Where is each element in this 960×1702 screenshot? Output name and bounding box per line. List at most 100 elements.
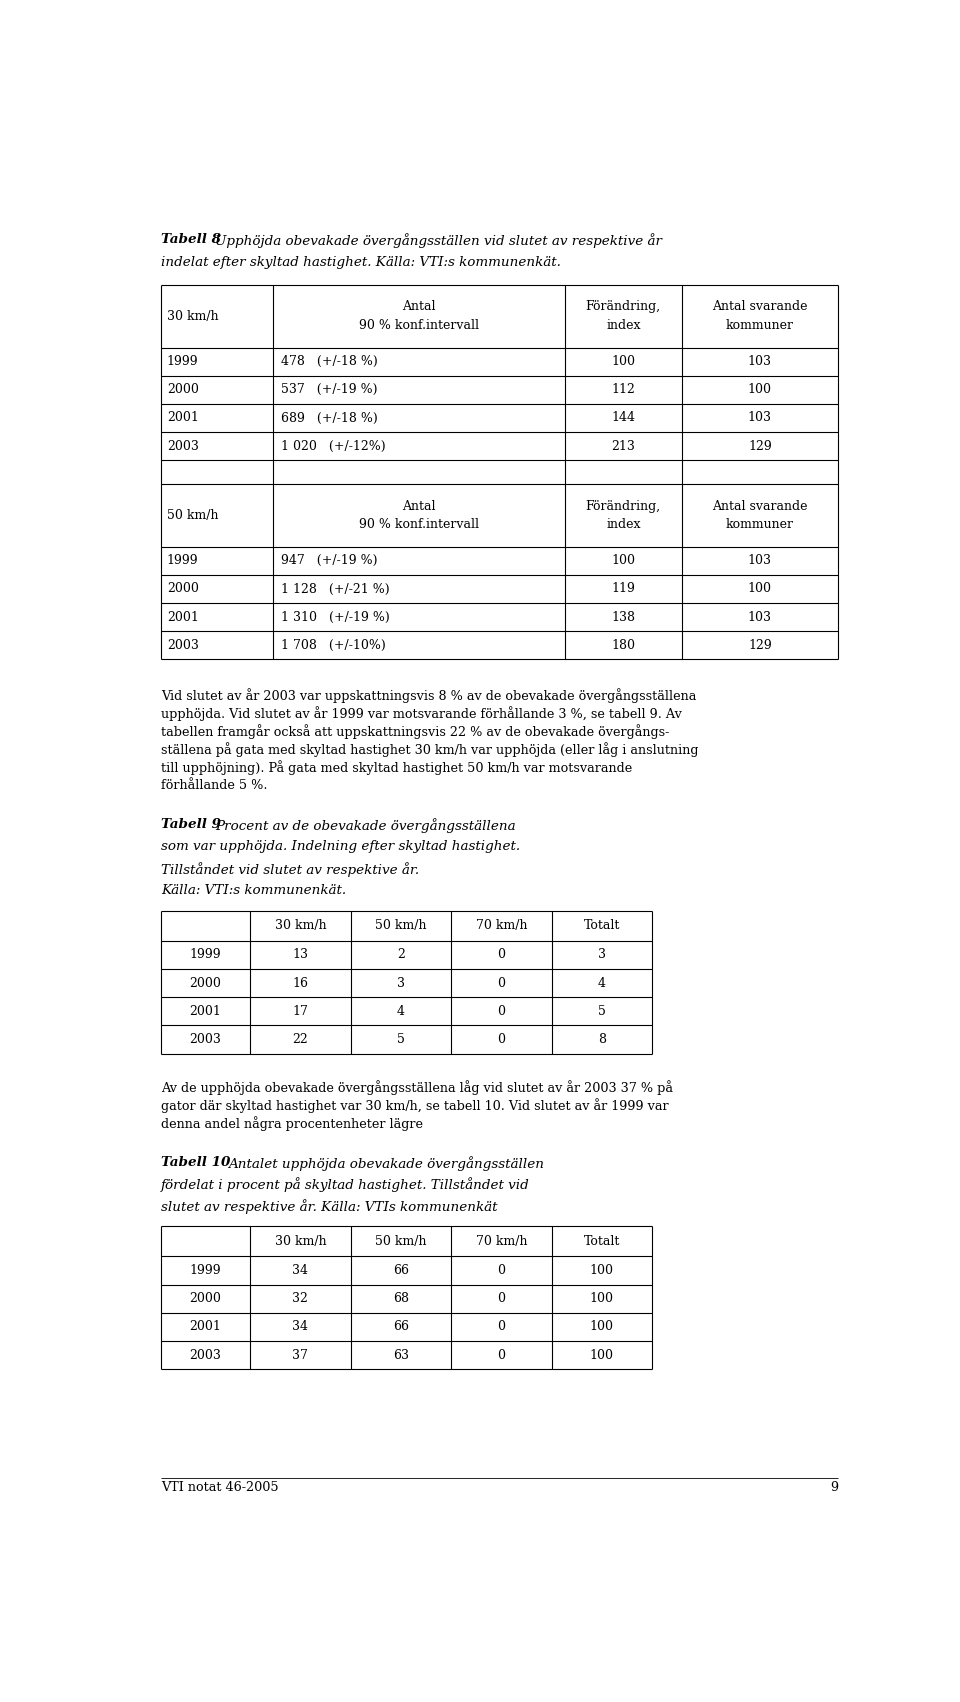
Text: 2000: 2000 [167,383,199,397]
Text: 0: 0 [497,977,505,989]
Text: 66: 66 [393,1321,409,1333]
Text: 144: 144 [612,412,636,424]
Text: 50 km/h: 50 km/h [375,1236,426,1248]
Text: 100: 100 [589,1321,613,1333]
Text: 66: 66 [393,1265,409,1276]
Text: 119: 119 [612,582,636,596]
Text: 2001: 2001 [190,1004,222,1018]
Text: 63: 63 [393,1348,409,1362]
Text: Antal: Antal [402,500,436,512]
Text: 9: 9 [829,1481,838,1494]
Text: 3: 3 [396,977,405,989]
Text: 34: 34 [293,1265,308,1276]
Text: 22: 22 [293,1033,308,1047]
Text: indelat efter skyltad hastighet. Källa: VTI:s kommunenkät.: indelat efter skyltad hastighet. Källa: … [161,255,561,269]
Text: 103: 103 [748,412,772,424]
Text: 50 km/h: 50 km/h [167,509,218,523]
Text: Av de upphöjda obevakade övergångsställena låg vid slutet av år 2003 37 % på: Av de upphöjda obevakade övergångsställe… [161,1079,673,1094]
Text: 37: 37 [293,1348,308,1362]
Text: 2000: 2000 [190,977,222,989]
Text: 90 % konf.intervall: 90 % konf.intervall [359,517,479,531]
Text: 4: 4 [598,977,606,989]
Text: kommuner: kommuner [726,517,794,531]
Text: 2001: 2001 [167,412,199,424]
Text: 0: 0 [497,1033,505,1047]
Text: 68: 68 [393,1292,409,1305]
Text: 0: 0 [497,1321,505,1333]
Text: index: index [606,318,640,332]
Text: Antal svarande: Antal svarande [712,500,807,512]
Text: 2: 2 [396,948,405,962]
Text: 34: 34 [293,1321,308,1333]
Text: 1 128   (+/-21 %): 1 128 (+/-21 %) [281,582,390,596]
Text: 0: 0 [497,1265,505,1276]
Text: Totalt: Totalt [584,919,620,933]
Text: 2000: 2000 [167,582,199,596]
Text: 30 km/h: 30 km/h [275,919,326,933]
Text: Upphöjda obevakade övergångsställen vid slutet av respektive år: Upphöjda obevakade övergångsställen vid … [215,233,662,248]
Text: 1999: 1999 [190,1265,222,1276]
Text: 112: 112 [612,383,636,397]
Text: 180: 180 [612,638,636,652]
Text: 537   (+/-19 %): 537 (+/-19 %) [281,383,378,397]
Text: 17: 17 [293,1004,308,1018]
Text: slutet av respektive år. Källa: VTIs kommunenkät: slutet av respektive år. Källa: VTIs kom… [161,1200,497,1214]
Text: 2003: 2003 [190,1033,222,1047]
Text: 0: 0 [497,948,505,962]
Text: 1 708   (+/-10%): 1 708 (+/-10%) [281,638,386,652]
Text: 30 km/h: 30 km/h [167,310,219,323]
Text: Vid slutet av år 2003 var uppskattningsvis 8 % av de obevakade övergångsställena: Vid slutet av år 2003 var uppskattningsv… [161,688,696,703]
Text: Antal: Antal [402,300,436,313]
Text: Tabell 8: Tabell 8 [161,233,221,247]
Text: Tabell 9: Tabell 9 [161,819,221,832]
Text: Totalt: Totalt [584,1236,620,1248]
Text: 2000: 2000 [190,1292,222,1305]
Text: kommuner: kommuner [726,318,794,332]
Text: gator där skyltad hastighet var 30 km/h, se tabell 10. Vid slutet av år 1999 var: gator där skyltad hastighet var 30 km/h,… [161,1098,668,1113]
Text: 2003: 2003 [190,1348,222,1362]
Text: 8: 8 [598,1033,606,1047]
Text: 70 km/h: 70 km/h [475,1236,527,1248]
Text: 100: 100 [589,1348,613,1362]
Text: index: index [606,517,640,531]
Text: 138: 138 [612,611,636,623]
Text: 100: 100 [748,383,772,397]
Text: 4: 4 [396,1004,405,1018]
Text: Förändring,: Förändring, [586,300,660,313]
Text: 5: 5 [396,1033,405,1047]
Text: 0: 0 [497,1004,505,1018]
Text: 2001: 2001 [190,1321,222,1333]
Text: 1 310   (+/-19 %): 1 310 (+/-19 %) [281,611,390,623]
Text: 947   (+/-19 %): 947 (+/-19 %) [281,555,378,567]
Text: VTI notat 46-2005: VTI notat 46-2005 [161,1481,278,1494]
Text: Antal svarande: Antal svarande [712,300,807,313]
Text: 1999: 1999 [167,356,199,368]
Text: Tillståndet vid slutet av respektive år.: Tillståndet vid slutet av respektive år. [161,861,420,877]
Text: 129: 129 [748,638,772,652]
Text: 100: 100 [748,582,772,596]
Text: upphöjda. Vid slutet av år 1999 var motsvarande förhållande 3 %, se tabell 9. Av: upphöjda. Vid slutet av år 1999 var mots… [161,706,682,722]
Text: Tabell 10: Tabell 10 [161,1156,230,1169]
Text: 1999: 1999 [167,555,199,567]
Text: 2003: 2003 [167,439,199,453]
Text: som var upphöjda. Indelning efter skyltad hastighet.: som var upphöjda. Indelning efter skylta… [161,841,520,853]
Text: 1 020   (+/-12%): 1 020 (+/-12%) [281,439,386,453]
Text: 689   (+/-18 %): 689 (+/-18 %) [281,412,378,424]
Text: 0: 0 [497,1292,505,1305]
Text: 70 km/h: 70 km/h [475,919,527,933]
Text: 103: 103 [748,555,772,567]
Text: 213: 213 [612,439,636,453]
Text: 478   (+/-18 %): 478 (+/-18 %) [281,356,378,368]
Text: tabellen framgår också att uppskattningsvis 22 % av de obevakade övergångs-: tabellen framgår också att uppskattnings… [161,725,669,739]
Text: 100: 100 [589,1292,613,1305]
Text: ställena på gata med skyltad hastighet 30 km/h var upphöjda (eller låg i anslutn: ställena på gata med skyltad hastighet 3… [161,742,699,757]
Text: 100: 100 [612,555,636,567]
Text: till upphöjning). På gata med skyltad hastighet 50 km/h var motsvarande: till upphöjning). På gata med skyltad ha… [161,761,633,776]
Text: 2003: 2003 [167,638,199,652]
Text: Källa: VTI:s kommunenkät.: Källa: VTI:s kommunenkät. [161,883,346,897]
Text: Antalet upphöjda obevakade övergångsställen: Antalet upphöjda obevakade övergångsstäl… [228,1156,544,1171]
Text: 30 km/h: 30 km/h [275,1236,326,1248]
Text: 100: 100 [612,356,636,368]
Text: 90 % konf.intervall: 90 % konf.intervall [359,318,479,332]
Text: 50 km/h: 50 km/h [375,919,426,933]
